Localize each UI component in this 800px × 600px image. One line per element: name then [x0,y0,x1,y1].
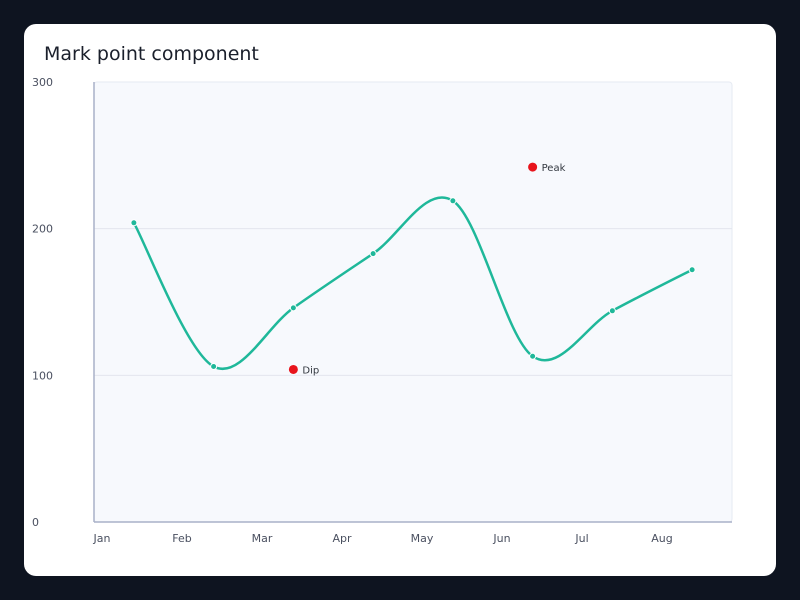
x-tick-label: Jun [492,532,510,545]
x-tick-label: May [411,532,434,545]
x-tick-label: Jan [93,532,111,545]
data-point-aug[interactable] [688,266,696,274]
mark-point-label: Dip [302,365,319,376]
data-point-apr[interactable] [369,250,377,258]
chart-title: Mark point component [44,43,259,65]
x-tick-label: Mar [252,532,273,545]
x-tick-label: Feb [172,532,191,545]
data-point-jul[interactable] [608,307,616,315]
line-chart: 0 100 200 300 Jan Feb Mar Apr May Jun Jul Aug Peak Di… [32,76,733,545]
plot-area [93,81,733,523]
x-tick-label: Apr [332,532,352,545]
data-point-jun[interactable] [529,352,537,360]
chart-card: Mark point component 0 100 200 300 Jan Feb Mar… [24,24,776,576]
y-tick-label: 0 [32,516,39,529]
data-point-feb[interactable] [210,363,218,371]
data-point-mar[interactable] [289,304,297,312]
mark-point-peak[interactable] [528,162,538,172]
data-point-may[interactable] [449,197,457,205]
x-tick-label: Aug [651,532,672,545]
y-tick-label: 300 [32,76,53,89]
y-tick-label: 200 [32,223,53,236]
data-point-jan[interactable] [130,219,138,227]
x-tick-label: Jul [574,532,588,545]
y-tick-label: 100 [32,369,53,382]
mark-point-dip[interactable] [288,364,298,374]
mark-point-label: Peak [542,163,566,174]
